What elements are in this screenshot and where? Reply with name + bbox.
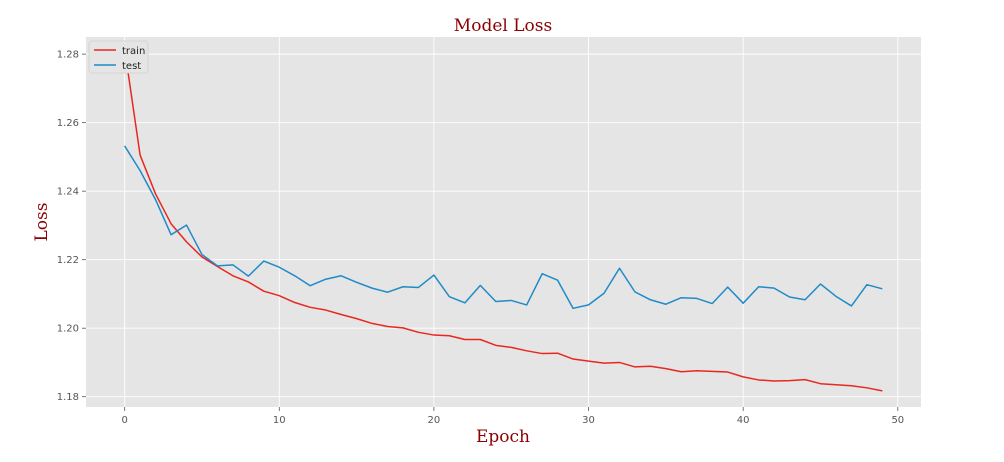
legend-label-train: train bbox=[122, 46, 145, 57]
y-tick-label: 1.22 bbox=[57, 255, 79, 266]
y-tick-label: 1.28 bbox=[57, 50, 79, 61]
y-tick-label: 1.20 bbox=[57, 324, 79, 335]
plot-area bbox=[86, 37, 921, 407]
y-tick-label: 1.24 bbox=[57, 187, 79, 198]
y-tick-label: 1.26 bbox=[57, 118, 79, 129]
x-tick-label: 50 bbox=[891, 415, 904, 426]
x-tick-label: 30 bbox=[582, 415, 595, 426]
x-tick-label: 40 bbox=[737, 415, 750, 426]
series-lines bbox=[123, 48, 883, 392]
legend: train test bbox=[88, 40, 149, 74]
x-axis-ticks: 0 10 20 30 40 50 bbox=[121, 407, 904, 426]
x-tick-label: 0 bbox=[121, 415, 127, 426]
y-axis-ticks: 1.18 1.20 1.22 1.24 1.26 1.28 bbox=[57, 50, 86, 403]
x-axis-label: Epoch bbox=[476, 427, 530, 447]
series-line-train bbox=[123, 48, 883, 392]
x-tick-label: 10 bbox=[273, 415, 286, 426]
y-tick-label: 1.18 bbox=[57, 392, 79, 403]
chart-title: Model Loss bbox=[454, 16, 552, 36]
x-tick-label: 20 bbox=[428, 415, 441, 426]
grid-lines bbox=[86, 37, 921, 407]
y-axis-label: Loss bbox=[32, 203, 52, 242]
series-line-test bbox=[124, 145, 883, 310]
legend-label-test: test bbox=[122, 61, 141, 72]
